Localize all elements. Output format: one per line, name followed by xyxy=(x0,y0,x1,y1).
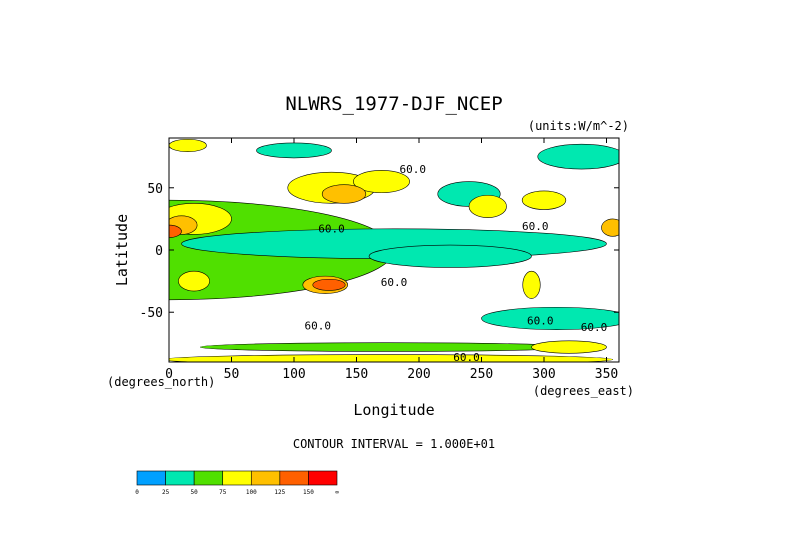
y-axis-label: Latitude xyxy=(113,214,131,286)
contour-label-0: 60.0 xyxy=(400,163,427,176)
contour-region-21 xyxy=(199,342,576,352)
contour-region-19 xyxy=(178,270,210,292)
x-unit-label: (degrees_east) xyxy=(533,384,634,398)
units-label: (units:W/m^-2) xyxy=(528,119,629,133)
colorbar-level-2: 50 xyxy=(191,489,199,496)
contour-interval: CONTOUR INTERVAL = 1.000E+01 xyxy=(293,437,495,451)
colorbar-level-0: 0 xyxy=(135,489,139,496)
contour-region-9 xyxy=(353,170,410,194)
colorbar-swatch-5 xyxy=(279,470,309,486)
colorbar-level-4: 100 xyxy=(246,489,257,496)
contour-label-3: 60.0 xyxy=(522,220,549,233)
x-tick-label-4: 200 xyxy=(407,367,430,382)
contour-region-20 xyxy=(169,354,613,362)
contour-region-3 xyxy=(481,306,619,330)
x-tick-label-1: 50 xyxy=(224,367,240,382)
colorbar-swatch-4 xyxy=(250,470,281,486)
colorbar-swatch-3 xyxy=(222,470,252,486)
contour-region-10 xyxy=(468,194,507,218)
plot-area: 60.0 60.0 60.0 60.0 60.0 60.0 60.0 60.0 xyxy=(169,138,619,364)
x-axis-label: Longitude xyxy=(353,401,434,419)
colorbar-swatch-6 xyxy=(308,470,338,486)
y-tick-label-0: -50 xyxy=(140,306,163,321)
contour-region-11 xyxy=(521,190,567,210)
contour-region-23 xyxy=(169,138,207,152)
x-tick-label-5: 250 xyxy=(470,367,493,382)
x-tick-label-3: 150 xyxy=(345,367,368,382)
contour-region-15 xyxy=(601,218,619,237)
colorbar-swatch-0 xyxy=(136,470,166,486)
colorbar-swatch-2 xyxy=(193,470,224,486)
contour-region-5 xyxy=(537,143,619,170)
contour-label-1: 60.0 xyxy=(318,223,345,236)
y-unit-label: (degrees_north) xyxy=(107,375,215,389)
chart-title: NLWRS_1977-DJF_NCEP xyxy=(285,93,502,115)
colorbar-level-6: 150 xyxy=(303,489,314,496)
y-tick-label-1: 0 xyxy=(155,244,163,259)
x-tick-label-7: 350 xyxy=(595,367,618,382)
x-tick-label-6: 300 xyxy=(532,367,555,382)
contour-region-2 xyxy=(368,244,532,268)
colorbar-level-7: ∞ xyxy=(335,489,339,496)
contour-label-6: 60.0 xyxy=(305,320,332,333)
contour-label-4: 60.0 xyxy=(527,315,554,328)
x-tick-label-0: 0 xyxy=(165,367,173,382)
contour-region-13 xyxy=(321,184,367,204)
contour-region-14 xyxy=(169,224,182,238)
colorbar: 0 25 50 75 100 125 150 ∞ xyxy=(135,470,339,496)
y-axis: -50 0 50 xyxy=(140,182,619,321)
colorbar-level-1: 25 xyxy=(162,489,170,496)
contour-region-17 xyxy=(312,278,346,291)
contour-label-7: 60.0 xyxy=(453,351,480,364)
contour-region-18 xyxy=(522,270,541,299)
x-axis: 0 50 100 150 200 250 300 350 xyxy=(165,138,618,382)
colorbar-level-3: 75 xyxy=(219,489,227,496)
colorbar-swatch-1 xyxy=(165,470,195,486)
contour-region-22 xyxy=(531,340,607,354)
contour-label-5: 60.0 xyxy=(581,321,608,334)
contour-label-2: 60.0 xyxy=(381,276,408,289)
colorbar-level-5: 125 xyxy=(274,489,285,496)
y-tick-label-2: 50 xyxy=(147,182,163,197)
x-tick-label-2: 100 xyxy=(282,367,305,382)
contour-region-4 xyxy=(256,142,332,159)
